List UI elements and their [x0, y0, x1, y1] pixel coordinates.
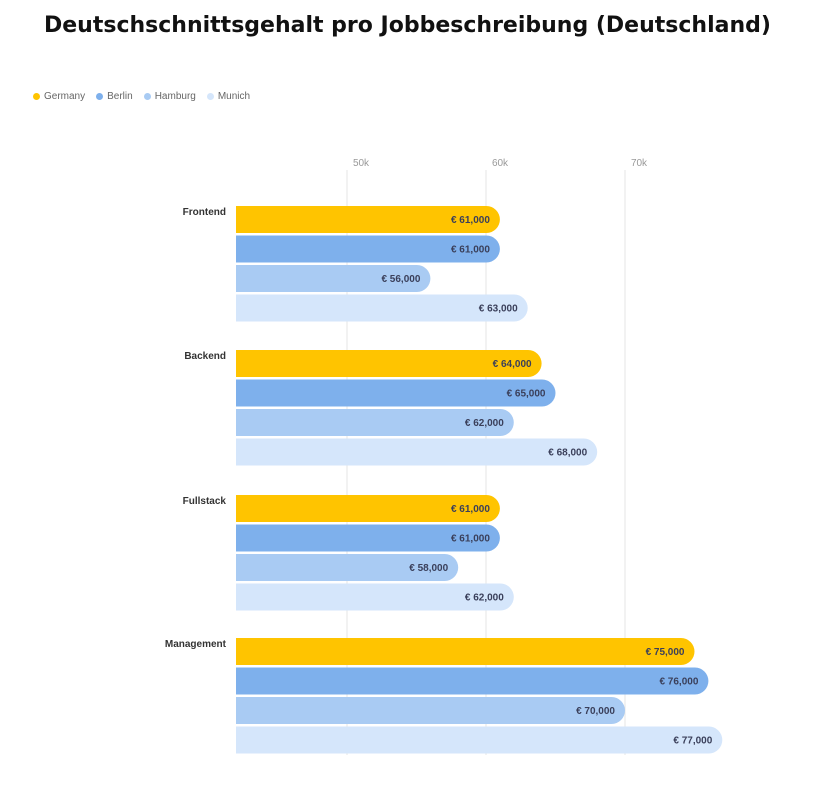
legend-item-munich: Munich	[206, 91, 251, 102]
bar-frontend-munich	[236, 294, 528, 322]
category-label-management: Management	[165, 639, 227, 650]
legend-label-germany: Germany	[44, 91, 86, 102]
bar-label-fullstack-berlin: € 61,000	[451, 534, 490, 545]
legend-label-berlin: Berlin	[107, 91, 133, 102]
category-label-backend: Backend	[184, 351, 226, 362]
x-tick-label-60k: 60k	[492, 158, 509, 169]
legend-item-berlin: Berlin	[96, 91, 133, 102]
bar-label-backend-berlin: € 65,000	[507, 389, 546, 400]
bar-backend-berlin	[236, 379, 556, 407]
bar-label-fullstack-munich: € 62,000	[465, 593, 504, 604]
bar-management-germany	[236, 638, 695, 665]
x-tick-label-50k: 50k	[353, 158, 370, 169]
x-tick-label-70k: 70k	[631, 158, 648, 169]
bar-label-frontend-berlin: € 61,000	[451, 245, 490, 256]
bar-management-munich	[236, 726, 723, 754]
bar-fullstack-munich	[236, 583, 514, 611]
legend-swatch-hamburg	[143, 93, 151, 100]
legend-item-germany: Germany	[33, 91, 85, 102]
bar-label-fullstack-germany: € 61,000	[451, 504, 490, 515]
bar-fullstack-berlin	[236, 524, 500, 552]
bar-label-management-germany: € 75,000	[646, 647, 685, 658]
bar-label-frontend-germany: € 61,000	[451, 215, 490, 226]
bar-backend-hamburg	[236, 409, 514, 436]
bar-management-hamburg	[236, 697, 625, 724]
bar-label-backend-germany: € 64,000	[493, 359, 532, 370]
bar-label-backend-munich: € 68,000	[548, 448, 587, 459]
bar-label-management-berlin: € 76,000	[659, 677, 698, 688]
bar-label-frontend-hamburg: € 56,000	[381, 274, 420, 285]
legend-label-munich: Munich	[217, 91, 251, 102]
bar-fullstack-hamburg	[236, 554, 459, 581]
category-label-fullstack: Fullstack	[183, 496, 227, 507]
chart-title: Deutschschnittsgehalt pro Jobbeschreibun…	[44, 13, 771, 38]
bar-frontend-hamburg	[236, 265, 431, 292]
bar-management-berlin	[236, 667, 709, 695]
legend-item-hamburg: Hamburg	[143, 91, 196, 102]
bar-label-fullstack-hamburg: € 58,000	[409, 563, 448, 574]
bar-label-management-hamburg: € 70,000	[576, 706, 615, 717]
bar-label-management-munich: € 77,000	[673, 736, 712, 747]
legend-swatch-munich	[206, 93, 214, 100]
legend-label-hamburg: Hamburg	[154, 91, 196, 102]
bar-label-frontend-munich: € 63,000	[479, 304, 518, 315]
legend-swatch-berlin	[96, 93, 104, 100]
bar-backend-germany	[236, 350, 542, 377]
bar-fullstack-germany	[236, 495, 500, 522]
bar-label-backend-hamburg: € 62,000	[465, 418, 504, 429]
legend: Germany Berlin Hamburg Munich	[33, 91, 250, 102]
bar-frontend-berlin	[236, 235, 500, 263]
legend-swatch-germany	[33, 93, 40, 100]
bar-frontend-germany	[236, 206, 500, 233]
bar-backend-munich	[236, 438, 598, 466]
category-label-frontend: Frontend	[183, 207, 226, 218]
